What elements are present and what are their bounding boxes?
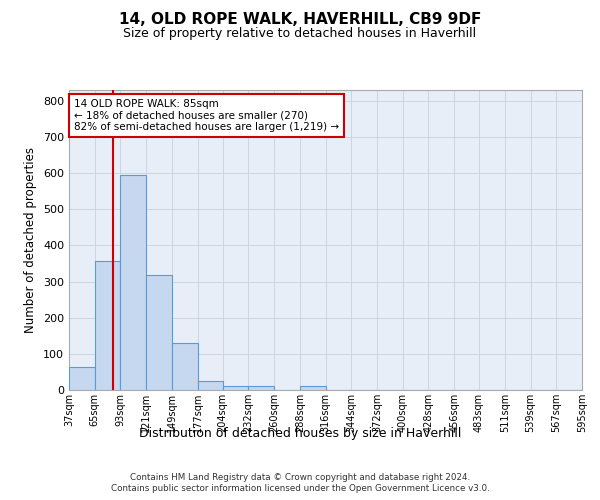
Text: Contains HM Land Registry data © Crown copyright and database right 2024.: Contains HM Land Registry data © Crown c… (130, 472, 470, 482)
Bar (223, 386, 248, 390)
Bar (172, 343, 198, 390)
Bar (95, 260, 121, 390)
Bar (121, 175, 146, 390)
Bar (198, 381, 223, 390)
Bar (146, 275, 172, 390)
Text: Size of property relative to detached houses in Haverhill: Size of property relative to detached ho… (124, 28, 476, 40)
Text: Distribution of detached houses by size in Haverhill: Distribution of detached houses by size … (139, 428, 461, 440)
Bar (300, 386, 325, 390)
Text: 14, OLD ROPE WALK, HAVERHILL, CB9 9DF: 14, OLD ROPE WALK, HAVERHILL, CB9 9DF (119, 12, 481, 28)
Y-axis label: Number of detached properties: Number of detached properties (25, 147, 37, 333)
Bar (69, 366, 95, 390)
Text: Contains public sector information licensed under the Open Government Licence v3: Contains public sector information licen… (110, 484, 490, 493)
Text: 14 OLD ROPE WALK: 85sqm
← 18% of detached houses are smaller (270)
82% of semi-d: 14 OLD ROPE WALK: 85sqm ← 18% of detache… (74, 99, 339, 132)
Bar (248, 386, 274, 390)
